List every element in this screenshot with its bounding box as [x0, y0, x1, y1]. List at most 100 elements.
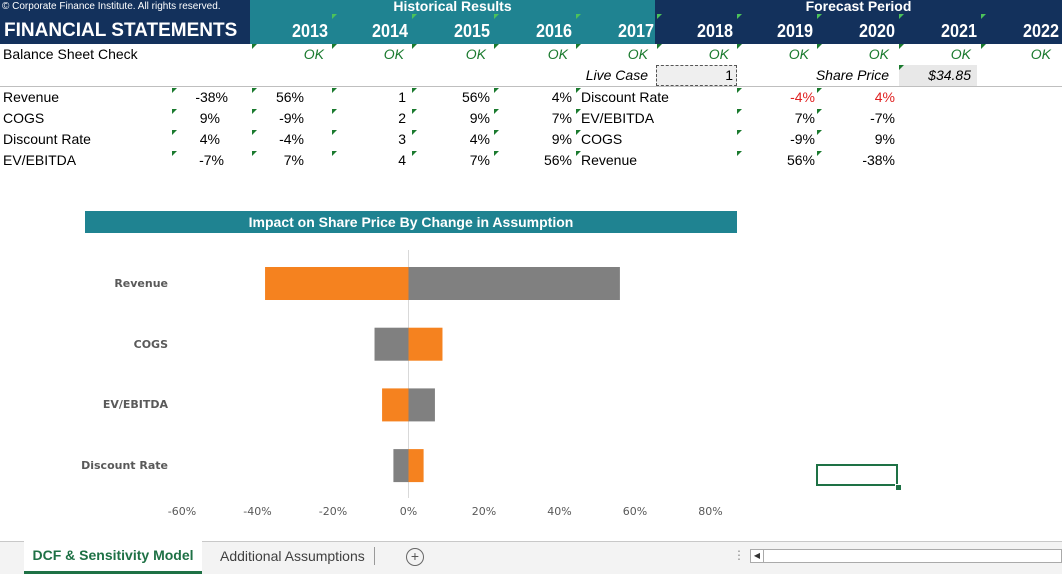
row-label-2: EV/EBITDA: [581, 110, 655, 126]
cell-value: 56%: [461, 89, 490, 105]
header-band-historical: [250, 0, 655, 44]
x-tick-label: -20%: [318, 505, 348, 518]
cell-value: 9%: [551, 131, 572, 147]
cell-value: 7%: [794, 110, 815, 126]
cell-value: 9%: [469, 110, 490, 126]
row-label: EV/EBITDA: [3, 152, 77, 168]
cell-value: 1: [398, 89, 406, 105]
share-price-label: Share Price: [815, 67, 889, 83]
year-2020: 2020: [858, 21, 895, 41]
year-2017: 2017: [617, 21, 654, 41]
check-ok-2018: OK: [708, 46, 729, 62]
tab-additional-assumptions[interactable]: Additional Assumptions: [220, 548, 365, 564]
cell-value: 56%: [543, 152, 572, 168]
scroll-left-arrow-icon[interactable]: ◀: [751, 550, 764, 562]
cell-value: 4: [398, 152, 406, 168]
category-label: Revenue: [114, 277, 168, 290]
year-2022: 2022: [1022, 21, 1059, 41]
bar-discount-rate-series-1: [408, 449, 424, 483]
cell-value: -38%: [862, 152, 895, 168]
copyright-text: © Corporate Finance Institute. All right…: [2, 1, 221, 12]
row-label: COGS: [3, 110, 45, 126]
check-ok-2015: OK: [465, 46, 486, 62]
check-ok-2016: OK: [547, 46, 568, 62]
historical-label: Historical Results: [393, 0, 512, 14]
x-tick-label: -60%: [167, 505, 197, 518]
check-ok-2019: OK: [788, 46, 809, 62]
year-2018: 2018: [696, 21, 733, 41]
cell-value: -38%: [195, 89, 228, 105]
cell-value: 3: [398, 131, 406, 147]
live-case-label: Live Case: [585, 67, 648, 83]
check-ok-2017: OK: [627, 46, 648, 62]
chart-title: Impact on Share Price By Change in Assum…: [85, 211, 737, 233]
cell-value: 4%: [469, 131, 490, 147]
cell-value: -9%: [790, 131, 815, 147]
tab-dcf-sensitivity-model[interactable]: DCF & Sensitivity Model: [24, 541, 202, 574]
check-ok-2020: OK: [868, 46, 889, 62]
x-tick-label: 80%: [698, 505, 723, 518]
header-band-forecast: [655, 0, 1062, 44]
row-label-2: Discount Rate: [581, 89, 669, 105]
tornado-chart: [265, 250, 620, 498]
tab-scroll-dots-icon[interactable]: ⋮: [733, 548, 745, 562]
cell-value: 7%: [283, 152, 304, 168]
row-label-2: COGS: [581, 131, 623, 147]
balance-sheet-check-label: Balance Sheet Check: [3, 46, 138, 62]
row-divider: [0, 86, 1062, 87]
check-ok-2013: OK: [303, 46, 324, 62]
live-case-input[interactable]: 1: [656, 65, 737, 86]
horizontal-scrollbar[interactable]: ◀: [750, 549, 1062, 563]
bar-cogs-series-2: [374, 327, 409, 361]
cell-value: 7%: [551, 110, 572, 126]
category-label: COGS: [133, 338, 168, 351]
row-label: Revenue: [3, 89, 60, 105]
cell-value: 7%: [469, 152, 490, 168]
cell-value: 9%: [874, 131, 895, 147]
bar-discount-rate-series-2: [393, 449, 409, 483]
page-title: FINANCIAL STATEMENTS: [4, 20, 238, 41]
tab-separator: [374, 547, 375, 565]
cell-value: 2: [398, 110, 406, 126]
x-tick-label: 60%: [622, 505, 648, 518]
cell-value: 56%: [786, 152, 815, 168]
share-price-value: $34.85: [899, 65, 977, 86]
year-2019: 2019: [776, 21, 813, 41]
bar-revenue-series-2: [408, 267, 620, 300]
year-2021: 2021: [940, 21, 977, 41]
forecast-label: Forecast Period: [805, 0, 912, 14]
cell-value: 4%: [874, 89, 895, 105]
x-tick-label: 40%: [547, 505, 572, 518]
check-ok-2022: OK: [1030, 46, 1051, 62]
bar-revenue-series-1: [265, 267, 409, 300]
category-label: EV/EBITDA: [102, 398, 168, 411]
category-label: Discount Rate: [81, 459, 168, 472]
row-label: Discount Rate: [3, 131, 91, 147]
cell-value: -9%: [279, 110, 304, 126]
x-tick-label: 0%: [399, 505, 418, 518]
year-2016: 2016: [535, 21, 572, 41]
selected-cell[interactable]: [816, 464, 898, 486]
cell-value: 4%: [551, 89, 572, 105]
cell-value: 56%: [275, 89, 304, 105]
x-tick-label: 20%: [471, 505, 497, 518]
header-band-left: [0, 0, 250, 44]
cell-value: 9%: [199, 110, 220, 126]
bar-ev-ebitda-series-2: [408, 388, 435, 422]
fill-handle[interactable]: [895, 484, 902, 491]
x-tick-label: -40%: [243, 505, 272, 518]
check-ok-2021: OK: [950, 46, 971, 62]
cell-value: -7%: [870, 110, 895, 126]
bar-cogs-series-1: [408, 327, 443, 361]
year-2014: 2014: [371, 21, 408, 41]
check-ok-2014: OK: [383, 46, 404, 62]
cell-value: 4%: [199, 131, 220, 147]
cell-value: -7%: [199, 152, 224, 168]
bar-ev-ebitda-series-1: [382, 388, 409, 422]
year-2013: 2013: [291, 21, 328, 41]
row-label-2: Revenue: [581, 152, 638, 168]
cell-value: -4%: [790, 89, 815, 105]
cell-value: -4%: [279, 131, 304, 147]
plus-circle-icon[interactable]: +: [406, 548, 424, 566]
year-2015: 2015: [453, 21, 490, 41]
